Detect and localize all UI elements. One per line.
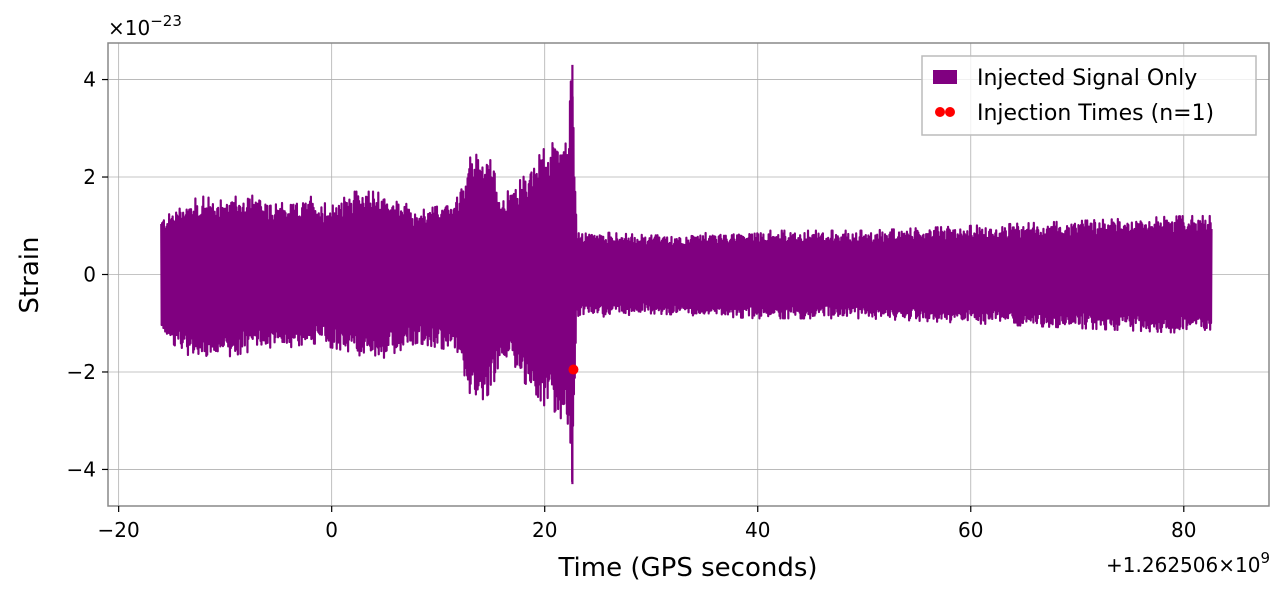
x-tick-label: −20 (98, 518, 140, 542)
x-axis-offset-label: +1.262506×109 (1106, 549, 1270, 577)
legend-frame (921, 55, 1257, 136)
legend-marker-injection-times (945, 107, 955, 117)
x-tick-label: 20 (532, 518, 557, 542)
legend: Injected Signal Only Injection Times (n=… (921, 55, 1257, 136)
y-scale-base: ×10 (108, 16, 150, 40)
x-tick-label: 0 (325, 518, 338, 542)
legend-label-injection-times: Injection Times (n=1) (977, 101, 1214, 126)
y-axis-scale-label: ×10−23 (108, 12, 182, 40)
y-scale-exponent: −23 (150, 12, 182, 30)
y-axis-title: Strain (15, 236, 45, 313)
x-tick-label: 40 (745, 518, 770, 542)
series-line-injected-signal (160, 64, 1213, 485)
plot-area (160, 64, 1213, 485)
x-offset-exponent: 9 (1260, 549, 1270, 567)
y-tick-label: 4 (83, 68, 96, 92)
y-tick-label: 0 (83, 263, 96, 287)
x-offset-base: +1.262506×10 (1106, 553, 1260, 577)
y-tick-label: −4 (67, 457, 96, 481)
x-axis-title: Time (GPS seconds) (557, 553, 817, 583)
legend-swatch-injected-signal (933, 70, 957, 84)
x-tick-label: 80 (1171, 518, 1196, 542)
y-tick-label: 2 (83, 165, 96, 189)
x-tick-label: 60 (958, 518, 983, 542)
legend-marker-injection-times (935, 107, 945, 117)
injection-time-point (568, 364, 579, 375)
legend-label-injected-signal: Injected Signal Only (977, 66, 1197, 91)
y-tick-label: −2 (67, 360, 96, 384)
